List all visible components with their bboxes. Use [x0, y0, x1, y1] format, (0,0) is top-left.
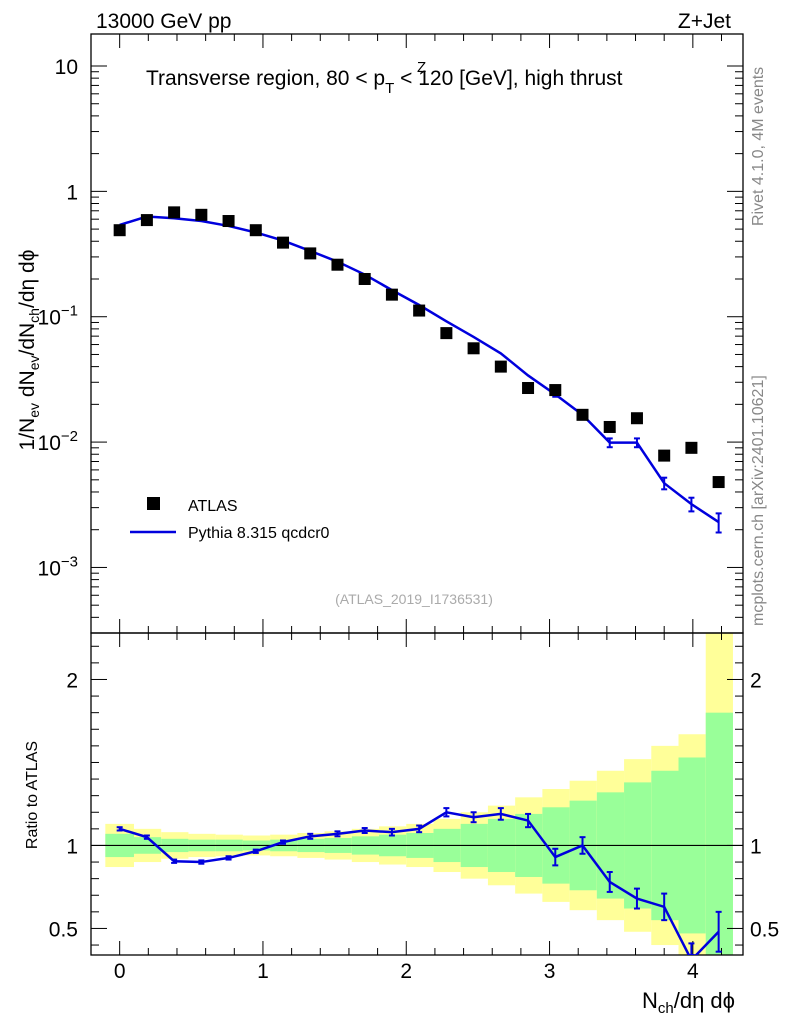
legend-pythia-label: Pythia 8.315 qcdcr0	[188, 525, 330, 542]
atlas-data-point	[630, 412, 643, 425]
plot-title-superscript: Z	[417, 59, 426, 76]
ratio-y-tick-label-right: 0.5	[750, 918, 779, 941]
pythia-line	[119, 215, 720, 524]
ratio-y-tick-label-left: 2	[66, 669, 78, 692]
x-axis-label: Nch/dη dϕ	[642, 988, 735, 1017]
ylabel-part-4: /dN	[16, 323, 39, 356]
atlas-data-point	[249, 224, 262, 237]
pythia-series	[119, 215, 722, 534]
atlas-data-point	[494, 360, 507, 373]
ylabel-part-0: 1/N	[16, 418, 39, 451]
x-tick-label: 2	[400, 960, 412, 983]
atlas-data-point	[168, 206, 181, 219]
atlas-data-point	[304, 247, 317, 260]
ratio-y-tick-label-left: 1	[66, 835, 78, 858]
atlas-data-point	[385, 288, 398, 301]
atlas-data-point	[440, 327, 453, 340]
atlas-series	[113, 206, 725, 489]
xlabel-part-0: N	[642, 988, 658, 1013]
atlas-data-point	[576, 408, 589, 421]
ylabel-part-2: dN	[16, 370, 39, 403]
atlas-data-point	[331, 258, 344, 271]
y-tick-label: 10−3	[38, 553, 78, 580]
atlas-data-point	[277, 236, 290, 249]
atlas-data-point	[603, 420, 616, 433]
x-tick-label: 1	[257, 960, 269, 983]
atlas-data-point	[549, 384, 562, 397]
ratio-series	[116, 807, 722, 955]
upper-panel-frame	[90, 33, 744, 634]
x-tick-label: 0	[114, 960, 126, 983]
analysis-watermark: (ATLAS_2019_I1736531)	[335, 591, 493, 607]
lower-panel-frame	[90, 632, 744, 956]
rivet-side-label: Rivet 4.1.0, 4M events	[750, 67, 767, 226]
upper-y-axis-label: 1/Nev dNev/dNch/dη dϕ	[16, 250, 42, 451]
y-tick-label: 10−1	[38, 303, 78, 330]
plot-title-main: Transverse region, 80 < p	[146, 67, 385, 90]
lower-y-axis-label: Ratio to ATLAS	[24, 741, 41, 849]
plot-title: Transverse region, 80 < pT < 120 [GeV], …	[146, 67, 623, 97]
y-tick-label: 10	[55, 56, 78, 79]
plot-title-subscript: T	[385, 80, 394, 97]
atlas-data-point	[358, 272, 371, 285]
y-tick-base: 10	[38, 307, 61, 330]
atlas-data-point	[522, 382, 535, 395]
y-tick-exponent: −1	[61, 303, 78, 320]
y-tick-label: 1	[66, 181, 78, 204]
header-left-label: 13000 GeV pp	[96, 10, 231, 33]
atlas-data-point	[140, 214, 153, 227]
atlas-data-point	[113, 224, 126, 237]
ylabel-part-6: /dη dϕ	[16, 250, 39, 308]
y-tick-base: 10	[38, 432, 61, 455]
x-tick-label: 3	[544, 960, 556, 983]
ylabel-part-5: ch	[26, 308, 42, 323]
atlas-data-point	[658, 449, 671, 462]
atlas-data-point	[195, 208, 208, 221]
xlabel-part-2: /dη dϕ	[674, 988, 735, 1013]
xlabel-part-1: ch	[658, 1000, 674, 1017]
atlas-data-point	[685, 441, 698, 454]
plot-title-rest: < 120 [GeV], high thrust	[394, 67, 622, 90]
x-ticks: 0 1 2 3 4	[90, 34, 723, 983]
legend-atlas-marker	[147, 497, 160, 510]
ylabel-part-3: ev	[26, 355, 42, 370]
legend: ATLAS Pythia 8.315 qcdcr0	[130, 497, 330, 542]
ratio-y-tick-label-left: 0.5	[49, 918, 78, 941]
legend-atlas-label: ATLAS	[188, 498, 238, 515]
header-right-label: Z+Jet	[678, 10, 731, 33]
ratio-uncertainty-bands	[105, 633, 733, 955]
y-tick-base: 10	[38, 557, 61, 580]
x-tick-label: 4	[687, 960, 699, 983]
atlas-data-point	[222, 215, 235, 228]
y-tick-base: 1	[66, 181, 78, 204]
mcplots-side-label: mcplots.cern.ch [arXiv:2401.10621]	[750, 375, 767, 626]
y-tick-base: 10	[55, 56, 78, 79]
atlas-data-point	[467, 342, 480, 355]
atlas-data-point	[413, 304, 426, 317]
lower-y-ticks: 0.5 0.5 1 1 2 2	[49, 645, 779, 946]
atlas-data-point	[712, 476, 725, 489]
y-tick-label: 10−2	[38, 428, 78, 455]
y-tick-exponent: −2	[61, 428, 78, 445]
ylabel-part-1: ev	[26, 403, 42, 418]
y-tick-exponent: −3	[61, 553, 78, 570]
ratio-y-tick-label-right: 2	[750, 669, 762, 692]
ratio-y-tick-label-right: 1	[750, 835, 762, 858]
